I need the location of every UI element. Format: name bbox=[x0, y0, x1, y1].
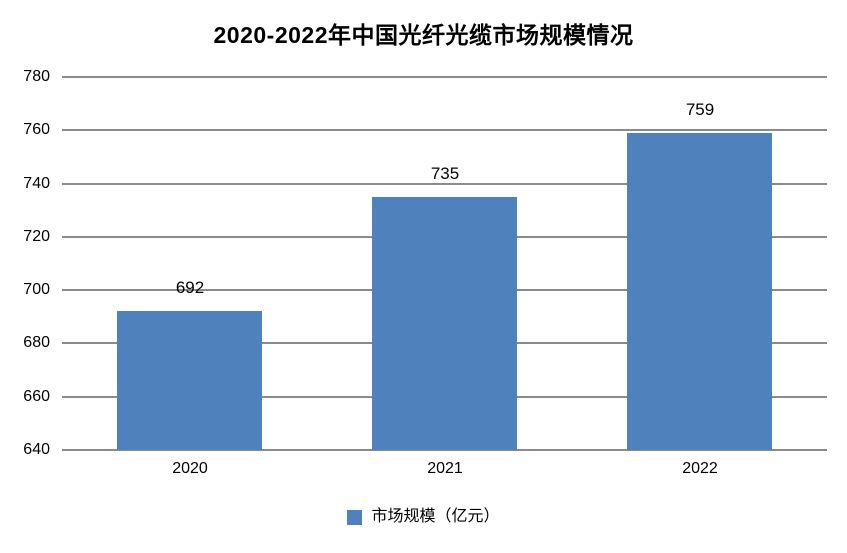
y-tick-label: 660 bbox=[23, 388, 50, 405]
y-tick-label: 780 bbox=[23, 68, 50, 85]
x-axis-line bbox=[62, 449, 827, 451]
y-axis-labels: 640 660 680 700 720 740 760 780 bbox=[0, 68, 50, 458]
bar-2021 bbox=[372, 197, 517, 450]
legend: 市场规模（亿元） bbox=[0, 508, 847, 526]
bar-2022 bbox=[627, 133, 772, 450]
x-tick-label: 2021 bbox=[427, 460, 463, 477]
bar-value-label: 735 bbox=[430, 164, 460, 183]
y-tick-label: 760 bbox=[23, 121, 50, 138]
plot-area: 692 735 759 bbox=[62, 76, 827, 451]
legend-label: 市场规模（亿元） bbox=[371, 508, 500, 525]
gridline bbox=[62, 183, 827, 185]
y-tick-label: 680 bbox=[23, 334, 50, 351]
y-tick-label: 740 bbox=[23, 175, 50, 192]
bar-2020 bbox=[117, 311, 262, 450]
gridline bbox=[62, 76, 827, 78]
chart-title: 2020-2022年中国光纤光缆市场规模情况 bbox=[213, 22, 634, 48]
y-tick-label: 640 bbox=[23, 441, 50, 458]
bar-value-label: 759 bbox=[685, 100, 715, 119]
x-axis-labels: 2020 2021 2022 bbox=[62, 458, 827, 482]
legend-swatch-icon bbox=[347, 509, 363, 525]
x-tick-label: 2020 bbox=[172, 460, 208, 477]
gridline bbox=[62, 129, 827, 131]
y-tick-label: 720 bbox=[23, 228, 50, 245]
bar-value-label: 692 bbox=[175, 278, 205, 297]
y-tick-label: 700 bbox=[23, 281, 50, 298]
x-tick-label: 2022 bbox=[682, 460, 718, 477]
